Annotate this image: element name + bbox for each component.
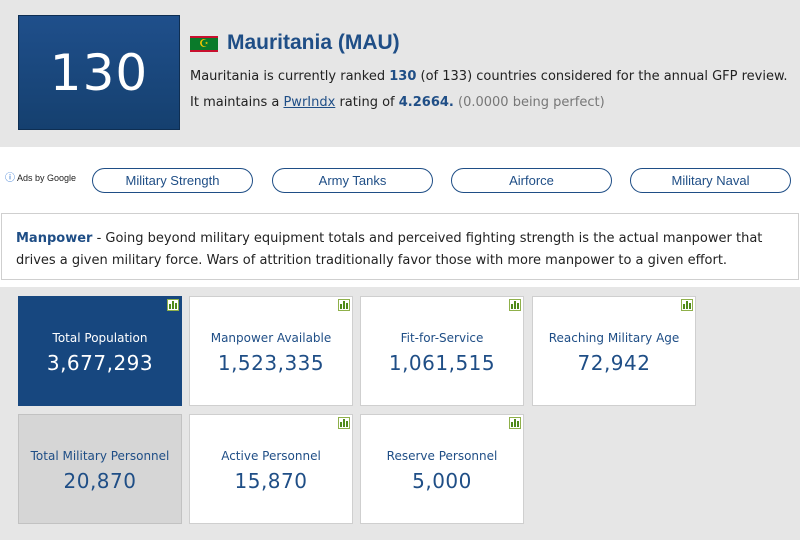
stat-label: Reaching Military Age	[548, 331, 680, 345]
stat-label: Total Population	[52, 331, 148, 345]
stat-label: Manpower Available	[210, 331, 332, 345]
stat-card-reserve-personnel: Reserve Personnel 5,000	[360, 414, 524, 524]
inline-rank: 130	[389, 69, 417, 84]
manpower-description: Manpower - Going beyond military equipme…	[1, 213, 799, 280]
military-strength-button[interactable]: Military Strength	[92, 168, 253, 193]
stat-value: 20,870	[63, 469, 137, 493]
chart-icon[interactable]	[681, 299, 693, 311]
stat-card-total-military-personnel: Total Military Personnel 20,870	[18, 414, 182, 524]
country-title: Mauritania (MAU)	[227, 31, 400, 54]
stat-label: Active Personnel	[221, 449, 321, 463]
stat-value: 1,061,515	[388, 351, 496, 375]
stat-value: 1,523,335	[217, 351, 325, 375]
info-icon: ⓘ	[5, 173, 15, 184]
chart-icon[interactable]	[338, 299, 350, 311]
stat-label: Fit-for-Service	[400, 331, 484, 345]
stat-card-active-personnel: Active Personnel 15,870	[189, 414, 353, 524]
rank-box: 130	[18, 15, 180, 130]
stat-card-manpower-available: Manpower Available 1,523,335	[189, 296, 353, 406]
pwrindx-link[interactable]: PwrIndx	[283, 95, 336, 110]
stat-value: 3,677,293	[46, 351, 154, 375]
stat-card-total-population: Total Population 3,677,293	[18, 296, 182, 406]
rank-number: 130	[49, 43, 149, 102]
rating-value: 4.2664.	[398, 95, 454, 110]
chart-icon[interactable]	[509, 299, 521, 311]
army-tanks-button[interactable]: Army Tanks	[272, 168, 433, 193]
country-summary: Mauritania is currently ranked 130 (of 1…	[190, 69, 788, 110]
stat-value: 72,942	[577, 351, 651, 375]
stat-value: 15,870	[234, 469, 308, 493]
manpower-heading: Manpower	[16, 231, 93, 246]
rating-note: (0.0000 being perfect)	[453, 95, 605, 110]
stat-card-fit-for-service: Fit-for-Service 1,061,515	[360, 296, 524, 406]
ads-by-google[interactable]: ⓘ Ads by Google	[5, 173, 77, 184]
manpower-text: - Going beyond military equipment totals…	[16, 231, 763, 268]
mauritania-flag-icon: ☪	[190, 36, 218, 52]
stat-card-reaching-military-age: Reaching Military Age 72,942	[532, 296, 696, 406]
military-naval-button[interactable]: Military Naval	[630, 168, 791, 193]
chart-icon[interactable]	[167, 299, 179, 311]
chart-icon[interactable]	[338, 417, 350, 429]
chart-icon[interactable]	[509, 417, 521, 429]
stat-label: Total Military Personnel	[30, 449, 170, 463]
stat-value: 5,000	[412, 469, 472, 493]
airforce-button[interactable]: Airforce	[451, 168, 612, 193]
stat-label: Reserve Personnel	[386, 449, 498, 463]
